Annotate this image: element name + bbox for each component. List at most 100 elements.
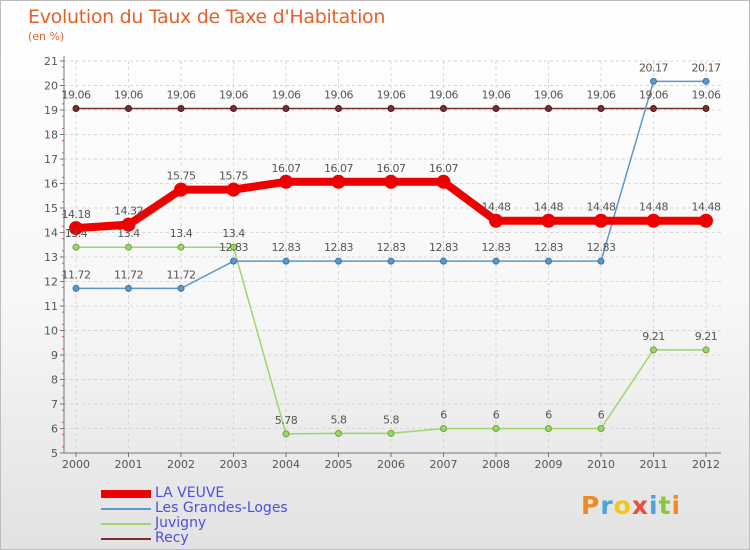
- data-point: [331, 174, 346, 189]
- data-point: [177, 105, 185, 113]
- data-label: 6: [493, 409, 500, 422]
- logo-letter: i: [649, 491, 659, 520]
- x-tick-label: 2011: [640, 458, 668, 471]
- legend-swatch: [101, 523, 151, 525]
- data-point: [279, 174, 293, 189]
- data-label: 19.06: [377, 89, 406, 102]
- data-point: [440, 425, 447, 432]
- data-point: [541, 213, 556, 228]
- data-label: 12.83: [377, 241, 406, 254]
- data-point: [597, 105, 605, 113]
- chart-title: Evolution du Taux de Taxe d'Habitation: [28, 6, 386, 28]
- data-label: 20.17: [692, 61, 721, 74]
- y-tick-label: 18: [44, 129, 58, 142]
- data-label: 19.06: [324, 89, 353, 102]
- data-point: [282, 430, 290, 438]
- y-tick-label: 20: [44, 80, 58, 93]
- data-point: [646, 213, 661, 228]
- data-label: 15.75: [219, 170, 248, 183]
- data-label: 13.4: [65, 227, 88, 240]
- x-tick-label: 2010: [587, 458, 615, 471]
- data-label: 11.72: [114, 268, 143, 281]
- data-label: 12.83: [587, 241, 616, 254]
- data-point: [440, 105, 447, 113]
- data-label: 13.4: [222, 227, 245, 240]
- chart-subtitle: (en %): [28, 30, 65, 43]
- y-tick-label: 5: [51, 447, 58, 460]
- legend-label: LA VEUVE: [155, 485, 225, 501]
- data-point: [177, 284, 185, 292]
- data-label: 20.17: [639, 61, 668, 74]
- data-label: 12.83: [534, 241, 563, 254]
- y-tick-label: 10: [44, 325, 58, 338]
- data-label: 19.06: [62, 89, 91, 102]
- data-point: [72, 284, 80, 292]
- y-tick-label: 14: [44, 227, 58, 240]
- data-point: [72, 105, 80, 113]
- y-tick-label: 16: [44, 178, 58, 191]
- x-tick-label: 2008: [482, 458, 510, 471]
- y-tick-label: 11: [44, 300, 58, 313]
- data-point: [335, 429, 342, 437]
- data-point: [545, 425, 552, 432]
- data-label: 14.48: [587, 201, 616, 214]
- data-label: 11.72: [167, 268, 196, 281]
- data-label: 12.83: [482, 241, 511, 254]
- data-point: [594, 213, 608, 228]
- data-point: [492, 425, 500, 432]
- x-tick-label: 2007: [430, 458, 458, 471]
- x-tick-label: 2000: [62, 458, 90, 471]
- data-label: 16.07: [272, 162, 301, 175]
- data-label: 14.48: [534, 201, 563, 214]
- data-point: [125, 105, 132, 113]
- data-label: 19.06: [692, 89, 721, 102]
- data-label: 16.07: [377, 162, 406, 175]
- logo-letter: r: [600, 491, 614, 520]
- data-label: 12.83: [324, 241, 353, 254]
- data-point: [121, 217, 136, 232]
- y-tick-label: 6: [51, 423, 58, 436]
- data-label: 19.06: [587, 89, 616, 102]
- data-label: 19.06: [219, 89, 248, 102]
- data-point: [387, 105, 395, 113]
- x-tick-label: 2003: [220, 458, 248, 471]
- data-label: 9.21: [642, 330, 665, 343]
- data-label: 16.07: [429, 162, 458, 175]
- data-label: 5.78: [275, 414, 298, 427]
- data-point: [702, 105, 710, 113]
- data-label: 6: [440, 409, 447, 422]
- y-tick-label: 17: [44, 153, 58, 166]
- data-point: [125, 243, 132, 251]
- x-tick-label: 2004: [272, 458, 300, 471]
- x-tick-label: 2002: [167, 458, 195, 471]
- y-tick-label: 8: [51, 374, 58, 387]
- proxiti-logo: Proxiti: [581, 491, 681, 520]
- data-label: 19.06: [534, 89, 563, 102]
- data-label: 9.21: [695, 330, 718, 343]
- x-tick-label: 2005: [325, 458, 353, 471]
- legend-label: Les Grandes-Loges: [155, 500, 288, 516]
- data-label: 15.75: [167, 170, 196, 183]
- data-label: 14.48: [692, 201, 721, 214]
- data-label: 19.06: [639, 89, 668, 102]
- data-point: [492, 105, 500, 113]
- logo-letter: i: [671, 491, 682, 520]
- data-point: [72, 243, 80, 251]
- data-label: 19.06: [114, 89, 143, 102]
- data-label: 11.72: [62, 268, 91, 281]
- data-label: 6: [545, 409, 552, 422]
- legend-label: Recy: [155, 530, 189, 546]
- data-point: [597, 425, 605, 432]
- data-label: 14.48: [482, 201, 511, 214]
- data-label: 12.83: [272, 241, 301, 254]
- y-tick-label: 15: [44, 202, 58, 215]
- data-label: 6: [598, 409, 605, 422]
- data-point: [125, 284, 132, 292]
- data-point: [597, 257, 605, 265]
- data-point: [650, 77, 657, 85]
- logo-letter: P: [581, 491, 601, 520]
- data-point: [545, 257, 552, 265]
- data-point: [436, 174, 451, 189]
- data-label: 19.06: [272, 89, 301, 102]
- logo-letter: t: [658, 491, 672, 520]
